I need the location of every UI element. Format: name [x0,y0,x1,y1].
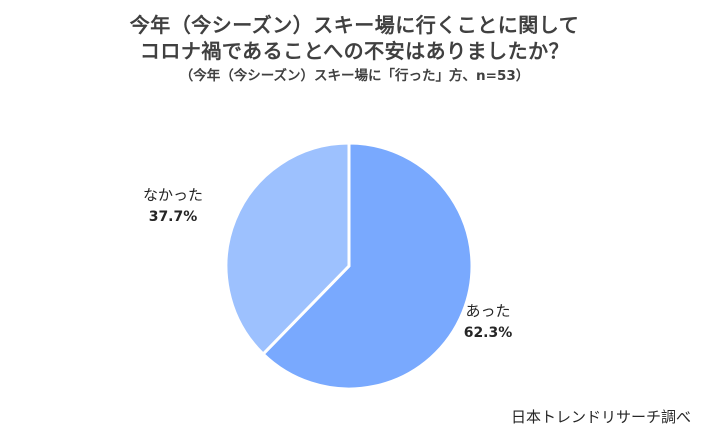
pie-slice-atta [261,141,474,391]
source-note: 日本トレンドリサーチ調べ [510,408,691,426]
title-line-2: コロナ禍であることへの不安はありましたか？ [139,39,570,63]
slice-label-atta: あった 62.3% [448,300,528,344]
pie-slice-nakatta [224,141,351,356]
title-line-1: 今年（今シーズン）スキー場に行くことに関して [129,13,580,37]
chart-title: 今年（今シーズン）スキー場に行くことに関して コロナ禍であることへの不安はありま… [0,12,709,86]
slice-name-atta: あった [465,302,511,320]
slice-label-nakatta: なかった 37.7% [128,184,218,228]
slice-value-nakatta: 37.7% [148,209,198,225]
slice-value-atta: 62.3% [463,325,513,341]
chart-subtitle: （今年（今シーズン）スキー場に「行った」方、n=53） [179,68,530,84]
slice-name-nakatta: なかった [142,186,203,204]
